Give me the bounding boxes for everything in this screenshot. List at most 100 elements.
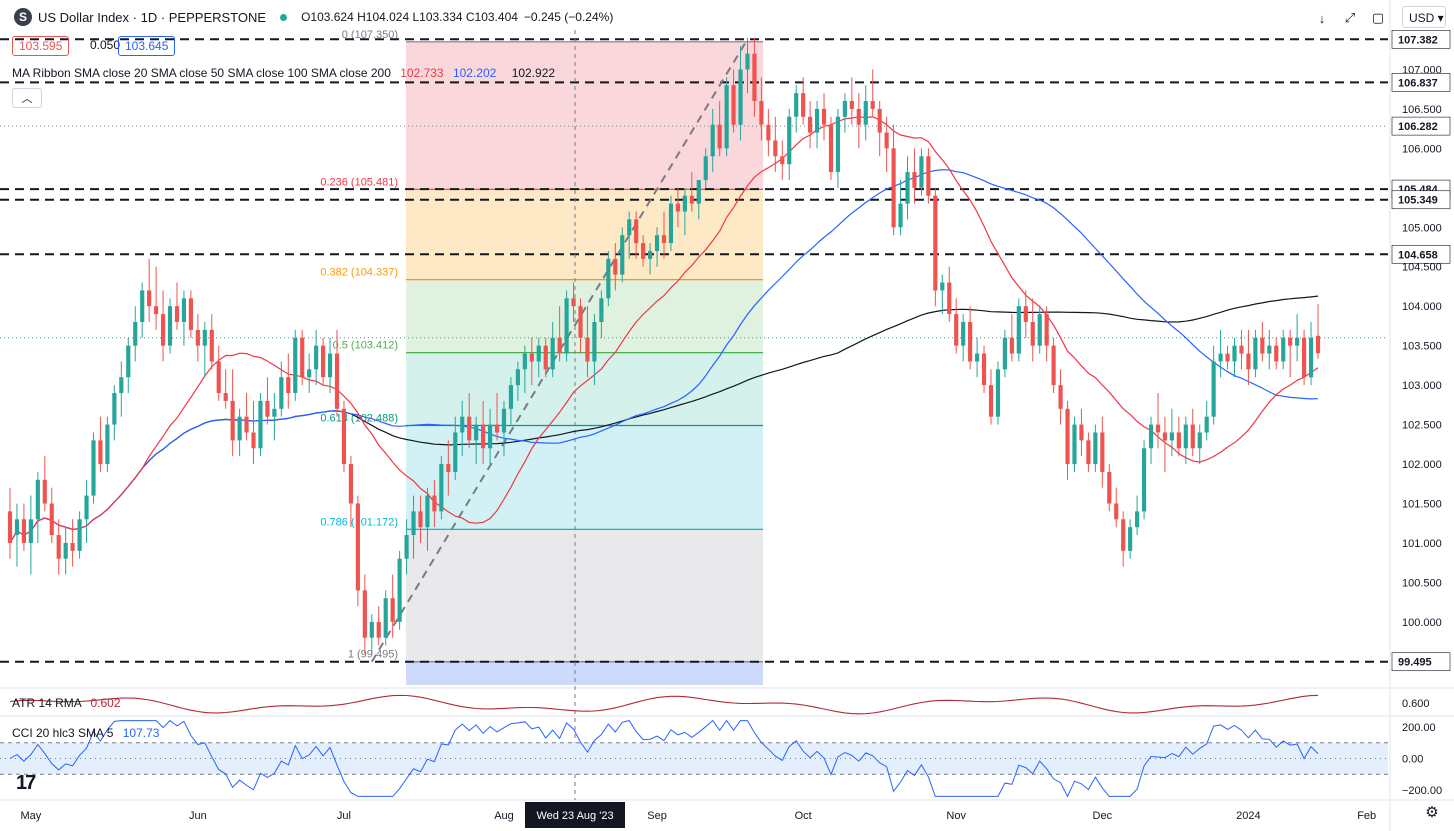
candle: [1058, 369, 1063, 425]
time-tick-label: May: [20, 810, 41, 822]
atr-tick-label: 0.600: [1402, 698, 1430, 710]
candle-body: [341, 408, 347, 465]
cci-legend[interactable]: CCI 20 hlc3 SMA 5 107.73: [12, 726, 159, 740]
fib-zone: [406, 529, 763, 662]
candle-body: [940, 282, 945, 291]
fib-zone: [406, 189, 763, 280]
fib-level-label: 0 (107.350): [342, 29, 398, 41]
candle: [884, 116, 889, 173]
candle-body: [1176, 432, 1181, 449]
candle-body: [1295, 337, 1300, 346]
candle-body: [453, 432, 458, 472]
candle: [258, 393, 263, 457]
price-tick-label: 103.500: [1402, 341, 1442, 353]
sell-price-button[interactable]: 103.595: [12, 36, 70, 56]
cci-value: 107.73: [122, 726, 160, 740]
candle-body: [842, 101, 847, 117]
candle: [334, 329, 340, 417]
candle: [599, 290, 604, 338]
candle: [689, 172, 694, 212]
price-tick-label: 102.500: [1402, 420, 1442, 432]
candle-body: [1246, 353, 1251, 370]
atr-legend[interactable]: ATR 14 RMA 0.602: [12, 696, 121, 710]
candle: [1246, 329, 1251, 386]
price-tick-label: 101.000: [1402, 538, 1442, 550]
candle: [821, 93, 827, 141]
candle-body: [933, 195, 938, 291]
candle-body: [1301, 337, 1307, 378]
candle-body: [766, 124, 771, 141]
candle: [28, 495, 33, 575]
candle: [808, 101, 813, 149]
candle-body: [91, 440, 96, 496]
candle: [508, 377, 514, 425]
candle: [383, 590, 388, 646]
candle-body: [1267, 345, 1272, 354]
candle: [1190, 408, 1195, 457]
candle-body: [689, 195, 694, 204]
candle: [780, 140, 785, 180]
candle-body: [481, 424, 486, 449]
candle-body: [1023, 306, 1028, 322]
candle: [195, 314, 200, 362]
gear-icon[interactable]: ⚙: [1425, 804, 1439, 821]
candle-body: [557, 337, 562, 354]
candle-body: [494, 424, 500, 433]
collapse-legend-button[interactable]: ︿: [12, 88, 42, 108]
candle: [752, 37, 757, 117]
candle: [1141, 440, 1147, 520]
candle: [1128, 519, 1133, 559]
candle: [467, 393, 472, 449]
crosshair-date-label: Wed 23 Aug '23: [536, 810, 613, 822]
candle: [314, 329, 319, 386]
time-tick-label: Feb: [1357, 810, 1376, 822]
tradingview-logo-icon[interactable]: 17: [16, 772, 36, 794]
candle: [1295, 314, 1300, 362]
maximize-icon[interactable]: ▢: [1371, 10, 1385, 25]
price-tick-label: 101.500: [1402, 498, 1442, 510]
candle-body: [926, 156, 931, 196]
candle: [1030, 298, 1035, 362]
candle-body: [383, 598, 388, 638]
candle-body: [884, 132, 889, 149]
fib-zone: [406, 425, 763, 530]
candle-body: [536, 345, 541, 362]
arrow-down-icon[interactable]: ↓: [1318, 10, 1326, 26]
candle-body: [7, 511, 13, 543]
candle: [376, 606, 381, 646]
candle-body: [195, 329, 200, 346]
fullscreen-icon[interactable]: ⤢: [1344, 10, 1356, 25]
candle: [863, 85, 868, 141]
candle: [1072, 416, 1077, 472]
candle: [968, 306, 973, 370]
candle-body: [188, 298, 193, 330]
candle: [578, 298, 583, 354]
candle: [91, 432, 96, 504]
ma-ribbon-legend[interactable]: MA Ribbon SMA close 20 SMA close 50 SMA …: [12, 66, 561, 80]
candle-body: [1232, 345, 1237, 362]
symbol-title[interactable]: US Dollar Index · 1D · PEPPERSTONE: [38, 9, 267, 25]
ma20-value: 102.733: [400, 66, 444, 80]
candle: [1197, 424, 1202, 465]
crosshair-date-badge: [525, 802, 625, 828]
candle-body: [209, 329, 214, 362]
atr-value: 0.602: [90, 696, 121, 710]
candle-body: [1086, 440, 1091, 465]
candle-body: [411, 511, 416, 536]
candle-body: [1315, 335, 1321, 354]
candle-body: [1051, 345, 1056, 386]
candle-body: [863, 101, 868, 125]
candle-body: [1183, 424, 1188, 449]
candle-body: [70, 542, 75, 551]
level-tag-label: 106.282: [1398, 121, 1438, 133]
candle-body: [1114, 503, 1119, 520]
currency-select[interactable]: USD ▾: [1402, 6, 1446, 28]
candle-body: [870, 101, 875, 109]
buy-price-button[interactable]: 103.645: [118, 36, 176, 56]
candle: [293, 329, 298, 401]
candle-body: [835, 116, 841, 173]
candle: [501, 400, 507, 457]
candle-body: [696, 179, 701, 204]
candle-body: [981, 353, 987, 386]
